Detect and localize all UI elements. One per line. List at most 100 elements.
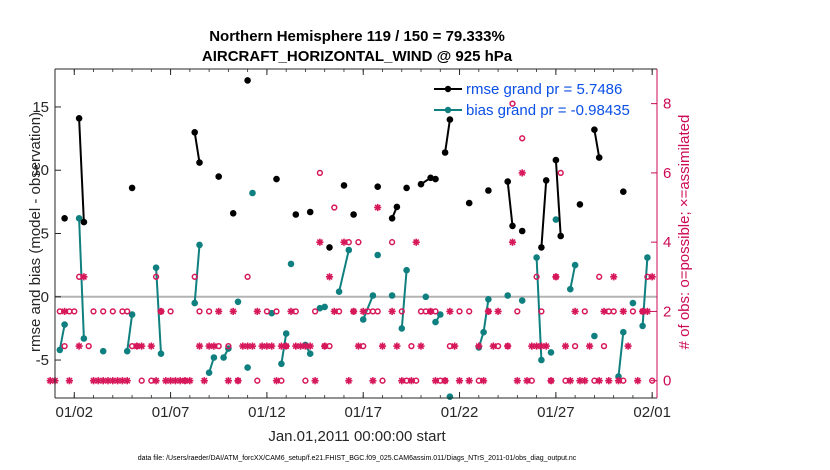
- x-axis-label: Jan.01,2011 00:00:00 start: [268, 428, 446, 445]
- obs-assimilated-stroke-3: [210, 342, 218, 350]
- obs-assimilated-stroke-3: [316, 239, 324, 246]
- obs-assimilated-stroke-3: [114, 377, 121, 384]
- rmse-point: [509, 222, 516, 230]
- obs-assimilated-marker: [581, 377, 589, 385]
- obs-assimilated-stroke-3: [393, 342, 401, 350]
- obs-possible-marker: [254, 377, 261, 384]
- obs-assimilated-marker: [585, 342, 594, 350]
- obs-assimilated-marker: [210, 342, 218, 350]
- obs-assimilated-marker: [65, 377, 74, 385]
- obs-assimilated-marker: [412, 238, 420, 246]
- obs-assimilated-stroke-3: [417, 342, 425, 350]
- obs-possible-marker: [355, 239, 362, 246]
- obs-assimilated-marker: [484, 307, 492, 315]
- bias-point: [210, 354, 218, 361]
- x-tick-label: 02/01: [633, 404, 671, 421]
- rmse-point: [465, 199, 473, 207]
- rmse-point: [75, 115, 83, 122]
- y-tick-label: -5: [36, 352, 49, 369]
- rmse-segment-5: [506, 181, 514, 227]
- bias-point: [388, 292, 396, 299]
- bias-point: [306, 350, 314, 358]
- rmse-point: [244, 77, 251, 84]
- obs-assimilated-stroke-3: [234, 377, 242, 384]
- obs-possible-marker: [85, 342, 92, 350]
- rmse-point: [518, 227, 526, 235]
- obs-possible-marker: [316, 169, 324, 177]
- bias-segment-0: [58, 324, 66, 351]
- bias-segment-10: [338, 249, 350, 292]
- obs-assimilated-marker: [518, 169, 526, 177]
- obs-possible-marker: [205, 308, 213, 315]
- obs-assimilated-marker: [417, 342, 425, 350]
- rmse-point: [196, 159, 203, 166]
- obs-assimilated-stroke-3: [326, 273, 333, 280]
- obs-assimilated-marker: [552, 273, 560, 281]
- obs-assimilated-stroke-3: [321, 342, 328, 350]
- rmse-point: [340, 182, 348, 189]
- obs-assimilated-marker: [186, 377, 194, 385]
- bias-point: [369, 292, 377, 299]
- obs-assimilated-marker: [325, 273, 334, 281]
- rmse-segment-1: [193, 132, 201, 163]
- obs-assimilated-stroke-3: [519, 169, 526, 177]
- obs-assimilated-stroke-3: [600, 308, 608, 315]
- rmse-point: [538, 244, 545, 251]
- obs-assimilated-marker: [619, 307, 627, 315]
- obs-assimilated-marker: [345, 377, 353, 385]
- obs-assimilated-stroke-3: [297, 342, 304, 350]
- obs-assimilated-marker: [147, 342, 155, 350]
- obs-assimilated-stroke-3: [148, 342, 155, 350]
- bias-point: [533, 254, 540, 261]
- obs-assimilated-stroke-3: [292, 342, 299, 350]
- obs-possible-marker: [374, 308, 381, 315]
- bias-segment-17: [617, 332, 625, 377]
- rmse-point: [393, 203, 401, 211]
- obs-assimilated-stroke-3: [639, 308, 646, 315]
- obs-possible-marker: [124, 308, 131, 315]
- obs-possible-marker: [514, 308, 521, 315]
- obs-assimilated-stroke-3: [490, 342, 497, 350]
- rmse-segment-8: [593, 129, 601, 158]
- obs-assimilated-marker: [359, 307, 367, 315]
- obs-assimilated-stroke-3: [475, 342, 482, 350]
- obs-assimilated-marker: [431, 377, 440, 385]
- obs-assimilated-stroke-3: [119, 377, 126, 384]
- obs-assimilated-stroke-3: [533, 342, 540, 350]
- x-tick-label: 01/22: [441, 404, 479, 421]
- obs-assimilated-stroke-3: [605, 377, 612, 384]
- obs-assimilated-marker: [614, 377, 623, 385]
- obs-assimilated-marker: [369, 377, 377, 385]
- obs-assimilated-stroke-3: [398, 377, 405, 384]
- y2-tick-label: 2: [663, 303, 671, 320]
- bias-point: [620, 328, 627, 336]
- obs-assimilated-marker: [648, 273, 656, 281]
- obs-possible-marker: [596, 273, 603, 280]
- obs-assimilated-marker: [566, 377, 574, 385]
- obs-assimilated-stroke-3: [562, 342, 569, 350]
- bias-point: [99, 347, 107, 355]
- obs-possible-marker: [100, 308, 107, 315]
- obs-possible-marker: [509, 100, 516, 107]
- bias-point: [629, 299, 637, 307]
- obs-assimilated-stroke-3: [552, 273, 560, 280]
- bias-point: [123, 347, 131, 355]
- bias-point: [403, 266, 410, 274]
- obs-assimilated-marker: [441, 377, 449, 385]
- y2-axis-label: # of obs: o=possible; ×=assimilated: [676, 115, 693, 350]
- obs-assimilated-stroke-3: [307, 342, 314, 350]
- bias-point: [538, 356, 545, 364]
- x-tick-label: 01/17: [344, 404, 382, 421]
- obs-assimilated-marker: [378, 342, 387, 350]
- obs-assimilated-stroke-3: [133, 342, 141, 350]
- bias-point: [398, 325, 406, 332]
- obs-assimilated-stroke-3: [278, 342, 285, 350]
- bias-point: [547, 349, 555, 356]
- obs-assimilated-marker: [272, 377, 281, 385]
- bias-point: [639, 322, 646, 330]
- bias-point: [480, 328, 487, 336]
- obs-assimilated-stroke-3: [172, 377, 179, 384]
- rmse-point: [595, 154, 603, 161]
- obs-assimilated-marker: [547, 377, 555, 385]
- bias-point: [268, 309, 276, 317]
